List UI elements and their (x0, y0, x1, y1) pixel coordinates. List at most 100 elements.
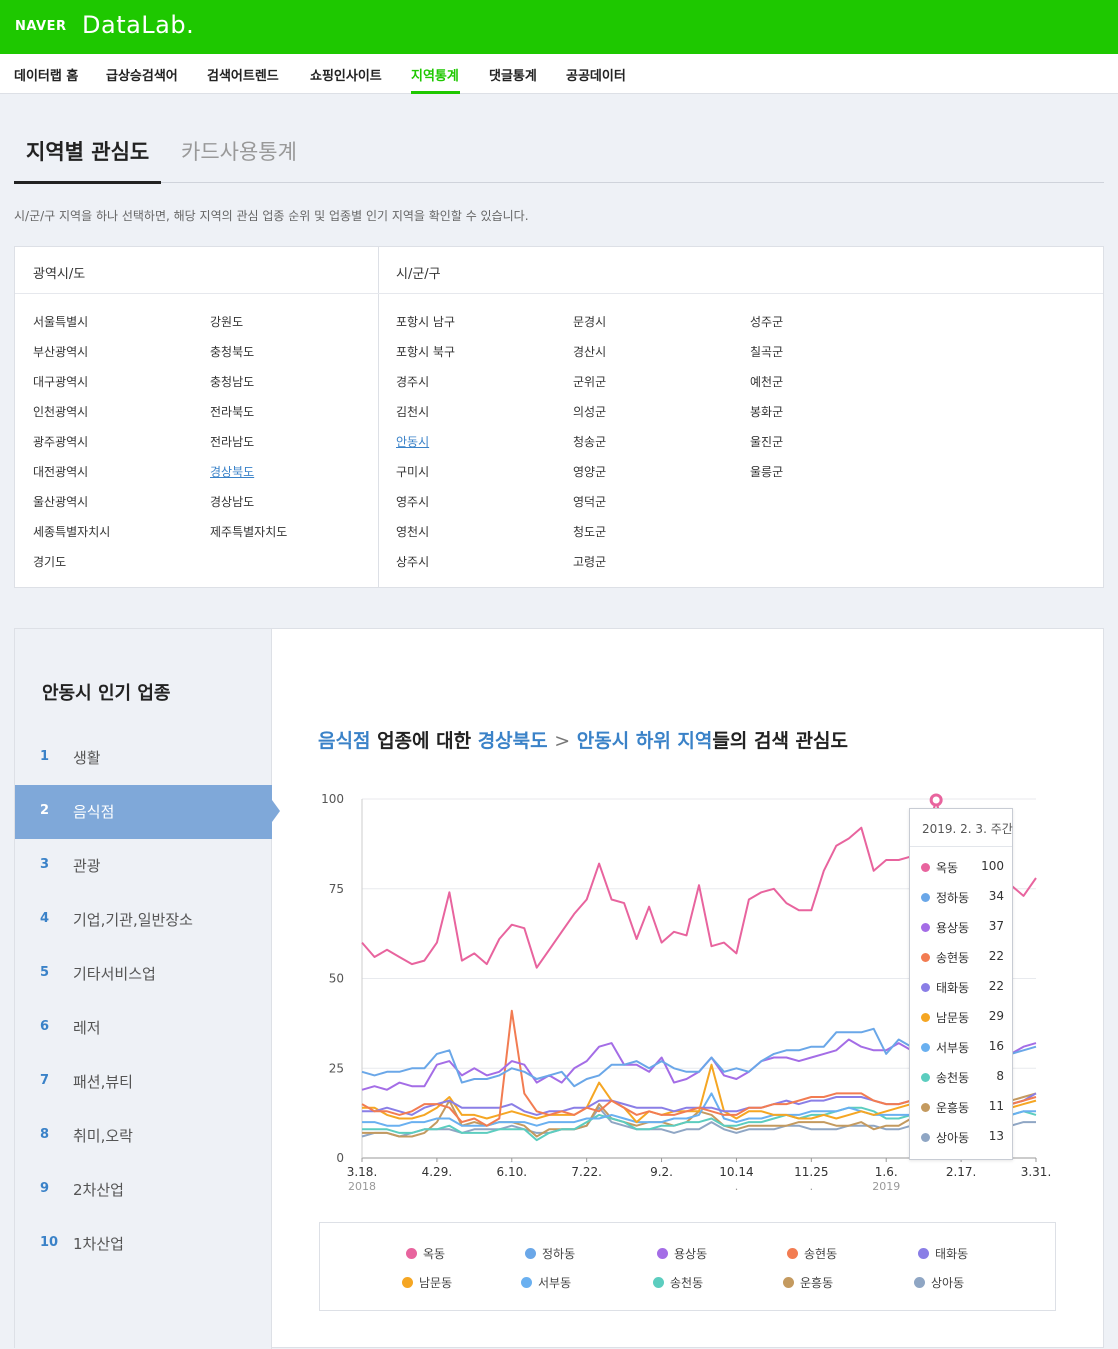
tooltip-row: 송현동 22 (910, 944, 1014, 974)
city-item[interactable]: 경주시 (396, 375, 430, 389)
chart-title-text-1: 업종에 대한 (370, 730, 478, 752)
city-item[interactable]: 영양군 (573, 465, 607, 479)
ranking-item[interactable]: 9 2차산업 (15, 1163, 272, 1217)
ranking-item[interactable]: 5 기타서비스업 (15, 947, 272, 1001)
city-item[interactable]: 울릉군 (750, 465, 784, 479)
province-item[interactable]: 전라북도 (210, 405, 255, 419)
ranking-item[interactable]: 6 레저 (15, 1001, 272, 1055)
ranking-label: 2차산업 (73, 1181, 124, 1199)
tab-card-usage[interactable]: 카드사용통계 (181, 140, 297, 164)
city-item[interactable]: 영덕군 (573, 495, 607, 509)
tooltip-row: 정하동 34 (910, 884, 1014, 914)
city-item[interactable]: 성주군 (750, 315, 784, 329)
province-item[interactable]: 서울특별시 (33, 315, 89, 329)
tab-active-indicator (14, 181, 161, 184)
ranking-item[interactable]: 3 관광 (15, 839, 272, 893)
city-item[interactable]: 구미시 (396, 465, 430, 479)
ranking-item[interactable]: 7 패션,뷰티 (15, 1055, 272, 1109)
city-item[interactable]: 고령군 (573, 555, 607, 569)
province-item[interactable]: 충청남도 (210, 375, 255, 389)
legend-item[interactable]: 운흥동 (783, 1274, 833, 1291)
province-item[interactable]: 대전광역시 (33, 465, 89, 479)
ranking-item[interactable]: 2 음식점 (15, 785, 272, 839)
legend-item[interactable]: 용상동 (657, 1245, 707, 1262)
city-item[interactable]: 안동시 (396, 435, 430, 449)
province-item[interactable]: 부산광역시 (33, 345, 89, 359)
datalab-logo[interactable]: DataLab. (82, 11, 195, 39)
legend-item[interactable]: 태화동 (918, 1245, 968, 1262)
legend-label: 상아동 (931, 1276, 965, 1290)
city-item[interactable]: 상주시 (396, 555, 430, 569)
city-item[interactable]: 청도군 (573, 525, 607, 539)
province-item[interactable]: 전라남도 (210, 435, 255, 449)
tooltip-row: 옥동 100 (910, 854, 1014, 884)
nav-item-comment-stats[interactable]: 댓글통계 (489, 69, 537, 84)
nav-active-indicator (411, 91, 460, 94)
x-tick-sublabel: . (810, 1180, 814, 1193)
y-tick-label: 50 (329, 972, 344, 986)
city-item[interactable]: 군위군 (573, 375, 607, 389)
tooltip-series-name: 서부동 (936, 1041, 970, 1055)
ranking-item[interactable]: 10 1차산업 (15, 1217, 272, 1271)
legend-item[interactable]: 남문동 (402, 1274, 452, 1291)
city-item[interactable]: 칠곡군 (750, 345, 784, 359)
city-item[interactable]: 의성군 (573, 405, 607, 419)
legend-item[interactable]: 정하동 (525, 1245, 575, 1262)
nav-item-public-data[interactable]: 공공데이터 (566, 69, 626, 84)
province-item[interactable]: 경기도 (33, 555, 67, 569)
legend-dot-icon (653, 1277, 664, 1288)
nav-item-search-trend[interactable]: 검색어트렌드 (207, 69, 279, 84)
province-item[interactable]: 충청북도 (210, 345, 255, 359)
city-item[interactable]: 포항시 남구 (396, 315, 456, 329)
ranking-number: 3 (40, 857, 50, 872)
x-tick-label: 3.18. (347, 1165, 378, 1179)
legend-dot-icon (525, 1248, 536, 1259)
tooltip-series-name: 상아동 (936, 1131, 970, 1145)
province-item[interactable]: 제주특별자치도 (210, 525, 288, 539)
legend-item[interactable]: 송현동 (787, 1245, 837, 1262)
naver-logo[interactable]: NAVER (15, 19, 67, 34)
province-item[interactable]: 세종특별자치시 (33, 525, 111, 539)
tooltip-series-value: 13 (988, 1129, 1004, 1143)
city-item[interactable]: 포항시 북구 (396, 345, 456, 359)
ranking-item[interactable]: 1 생활 (15, 731, 272, 785)
tab-regional-interest[interactable]: 지역별 관심도 (26, 140, 150, 164)
city-item[interactable]: 청송군 (573, 435, 607, 449)
x-tick-label: 4.29. (422, 1165, 453, 1179)
x-tick-label: 6.10. (497, 1165, 528, 1179)
nav-item-rising-keywords[interactable]: 급상승검색어 (106, 69, 178, 84)
city-item[interactable]: 경산시 (573, 345, 607, 359)
tooltip-row: 운흥동 11 (910, 1094, 1014, 1124)
legend-item[interactable]: 송천동 (653, 1274, 703, 1291)
province-item[interactable]: 경상북도 (210, 465, 255, 479)
city-item[interactable]: 울진군 (750, 435, 784, 449)
legend-item[interactable]: 상아동 (914, 1274, 964, 1291)
legend-item[interactable]: 서부동 (521, 1274, 571, 1291)
province-item[interactable]: 경상남도 (210, 495, 255, 509)
legend-item[interactable]: 옥동 (406, 1245, 445, 1262)
city-item[interactable]: 김천시 (396, 405, 430, 419)
ranking-item[interactable]: 4 기업,기관,일반장소 (15, 893, 272, 947)
legend-label: 서부동 (538, 1276, 572, 1290)
province-item[interactable]: 울산광역시 (33, 495, 89, 509)
province-item[interactable]: 인천광역시 (33, 405, 89, 419)
city-item[interactable]: 예천군 (750, 375, 784, 389)
ranking-item[interactable]: 8 취미,오락 (15, 1109, 272, 1163)
nav-item-regional-stats[interactable]: 지역통계 (411, 69, 459, 84)
province-item[interactable]: 강원도 (210, 315, 244, 329)
chart-title-text-2: 들의 검색 관심도 (712, 730, 848, 752)
province-item[interactable]: 대구광역시 (33, 375, 89, 389)
city-item[interactable]: 영주시 (396, 495, 430, 509)
tooltip-dot-icon (921, 893, 930, 902)
nav-item-shopping-insight[interactable]: 쇼핑인사이트 (310, 69, 382, 84)
tooltip-dot-icon (921, 923, 930, 932)
tooltip-series-value: 100 (981, 859, 1004, 873)
city-item[interactable]: 봉화군 (750, 405, 784, 419)
province-item[interactable]: 광주광역시 (33, 435, 89, 449)
x-tick-label: 10.14 (719, 1165, 753, 1179)
city-item[interactable]: 영천시 (396, 525, 430, 539)
nav-item-home[interactable]: 데이터랩 홈 (14, 69, 79, 84)
city-item[interactable]: 문경시 (573, 315, 607, 329)
legend-label: 송천동 (670, 1276, 704, 1290)
